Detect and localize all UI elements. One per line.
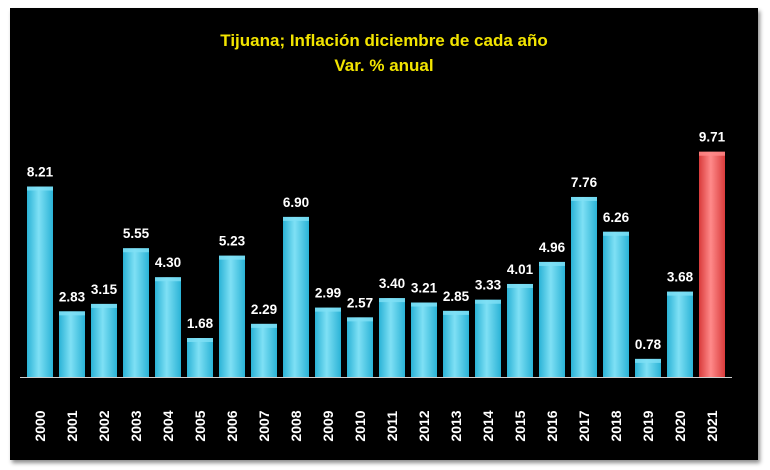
value-label-2002: 3.15 bbox=[91, 282, 118, 297]
bar-cap-2009 bbox=[315, 307, 341, 312]
bar-cap-2003 bbox=[123, 248, 149, 253]
bar-2015 bbox=[507, 283, 533, 377]
value-label-2001: 2.83 bbox=[59, 289, 86, 304]
x-tick-2021: 2021 bbox=[704, 410, 720, 441]
bar-cap-2001 bbox=[59, 311, 85, 316]
x-tick-2002: 2002 bbox=[96, 410, 112, 441]
bar-2009 bbox=[315, 307, 341, 377]
bar-2020 bbox=[667, 291, 693, 377]
value-label-2010: 2.57 bbox=[347, 295, 373, 310]
value-label-2009: 2.99 bbox=[315, 286, 341, 301]
bar-cap-2012 bbox=[411, 302, 437, 307]
bar-chart: 8.21 2.83 3.15 5.55 4.30 1.68 5.23 2.29 6.90 2.99… bbox=[20, 130, 732, 442]
x-tick-2018: 2018 bbox=[608, 410, 624, 441]
x-tick-2020: 2020 bbox=[672, 410, 688, 441]
bar-2014 bbox=[475, 299, 501, 377]
bar-2008 bbox=[283, 216, 309, 377]
x-tick-2008: 2008 bbox=[288, 410, 304, 441]
bar-2000 bbox=[27, 186, 53, 377]
x-tick-2014: 2014 bbox=[480, 410, 496, 441]
bars-layer bbox=[27, 151, 725, 377]
value-label-2015: 4.01 bbox=[507, 262, 534, 277]
value-label-2005: 1.68 bbox=[187, 316, 214, 331]
x-tick-2015: 2015 bbox=[512, 410, 528, 441]
value-labels-layer: 8.21 2.83 3.15 5.55 4.30 1.68 5.23 2.29 6.90 2.99… bbox=[27, 130, 726, 352]
x-tick-2005: 2005 bbox=[192, 410, 208, 441]
bar-cap-2011 bbox=[379, 298, 405, 303]
bar-2013 bbox=[443, 310, 469, 377]
chart-subtitle: Var. % anual bbox=[334, 56, 434, 75]
x-tick-2010: 2010 bbox=[352, 410, 368, 441]
bar-2011 bbox=[379, 298, 405, 377]
x-tick-2009: 2009 bbox=[320, 410, 336, 441]
bar-2003 bbox=[123, 248, 149, 377]
x-axis-ticks: 2000 2001 2002 2003 2004 2005 2006 2007 2008 2009… bbox=[32, 410, 720, 441]
value-label-2006: 5.23 bbox=[219, 234, 246, 249]
value-label-2003: 5.55 bbox=[123, 226, 150, 241]
value-label-2000: 8.21 bbox=[27, 165, 54, 180]
x-tick-2001: 2001 bbox=[64, 410, 80, 441]
bar-2006 bbox=[219, 255, 245, 377]
x-tick-2003: 2003 bbox=[128, 410, 144, 441]
value-label-2019: 0.78 bbox=[635, 337, 662, 352]
value-label-2011: 3.40 bbox=[379, 276, 405, 291]
bar-cap-2019 bbox=[635, 358, 661, 363]
x-tick-2000: 2000 bbox=[32, 410, 48, 441]
x-tick-2019: 2019 bbox=[640, 410, 656, 441]
bar-2018 bbox=[603, 231, 629, 377]
value-label-2014: 3.33 bbox=[475, 278, 502, 293]
bar-2012 bbox=[411, 302, 437, 377]
value-label-2021: 9.71 bbox=[699, 130, 726, 145]
bar-cap-2015 bbox=[507, 283, 533, 288]
bar-cap-2005 bbox=[187, 338, 213, 343]
x-tick-2006: 2006 bbox=[224, 410, 240, 441]
chart-title-block: Tijuana; Inflación diciembre de cada año… bbox=[10, 28, 758, 78]
bar-cap-2004 bbox=[155, 277, 181, 282]
bar-cap-2002 bbox=[91, 303, 117, 308]
bar-2016 bbox=[539, 261, 565, 377]
x-tick-2007: 2007 bbox=[256, 410, 272, 441]
bar-2004 bbox=[155, 277, 181, 377]
x-tick-2004: 2004 bbox=[160, 410, 176, 441]
chart-panel: Tijuana; Inflación diciembre de cada año… bbox=[10, 8, 758, 460]
x-tick-2016: 2016 bbox=[544, 410, 560, 441]
value-label-2007: 2.29 bbox=[251, 302, 277, 317]
value-label-2016: 4.96 bbox=[539, 240, 566, 255]
value-label-2013: 2.85 bbox=[443, 289, 470, 304]
x-tick-2013: 2013 bbox=[448, 410, 464, 441]
bar-cap-2008 bbox=[283, 216, 309, 221]
value-label-2004: 4.30 bbox=[155, 255, 181, 270]
bar-2019 bbox=[635, 358, 661, 377]
x-tick-2012: 2012 bbox=[416, 410, 432, 441]
bar-cap-2006 bbox=[219, 255, 245, 260]
value-label-2012: 3.21 bbox=[411, 281, 438, 296]
bar-2021 bbox=[699, 151, 725, 377]
chart-title: Tijuana; Inflación diciembre de cada año bbox=[220, 31, 548, 50]
x-tick-2017: 2017 bbox=[576, 410, 592, 441]
bar-2010 bbox=[347, 317, 373, 377]
bar-cap-2014 bbox=[475, 299, 501, 304]
value-label-2020: 3.68 bbox=[667, 270, 694, 285]
value-label-2008: 6.90 bbox=[283, 195, 309, 210]
bar-cap-2017 bbox=[571, 196, 597, 201]
bar-cap-2018 bbox=[603, 231, 629, 236]
bar-cap-2020 bbox=[667, 291, 693, 296]
bar-cap-2000 bbox=[27, 186, 53, 191]
bar-cap-2010 bbox=[347, 317, 373, 322]
bar-cap-2021 bbox=[699, 151, 725, 156]
bar-cap-2007 bbox=[251, 323, 277, 328]
bar-2002 bbox=[91, 303, 117, 377]
bar-2005 bbox=[187, 338, 213, 377]
bar-cap-2013 bbox=[443, 310, 469, 315]
value-label-2018: 6.26 bbox=[603, 210, 630, 225]
bar-2001 bbox=[59, 311, 85, 377]
bar-2007 bbox=[251, 323, 277, 377]
value-label-2017: 7.76 bbox=[571, 175, 598, 190]
x-tick-2011: 2011 bbox=[384, 411, 400, 442]
bar-2017 bbox=[571, 196, 597, 377]
bar-cap-2016 bbox=[539, 261, 565, 266]
